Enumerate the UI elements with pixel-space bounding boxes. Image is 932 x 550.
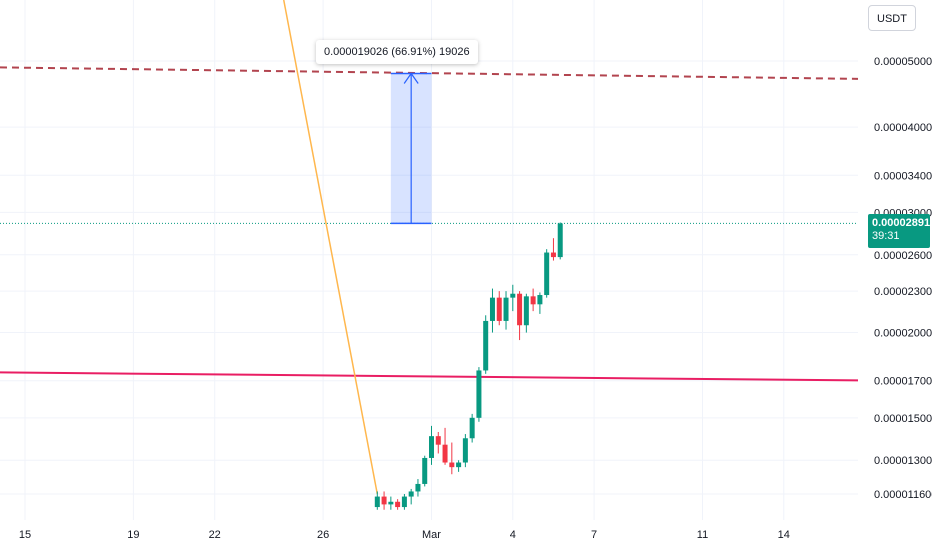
currency-selector-button[interactable]: USDT (868, 5, 916, 31)
last-price-tag: 0.000028913 39:31 (868, 214, 932, 248)
candle-body (415, 483, 421, 492)
price-tick-label: 0.000020000 (874, 328, 932, 340)
time-tick-label: 19 (127, 529, 139, 541)
candle-body (429, 436, 434, 458)
candle-body (381, 496, 387, 505)
drawings-layer (0, 0, 859, 495)
candle-body (523, 296, 529, 326)
time-tick-label: 4 (510, 529, 516, 541)
price-tick-label: 0.000013000 (874, 455, 932, 467)
candle-body (530, 296, 536, 305)
support-line (0, 371, 859, 382)
price-tick-label: 0.000011600 (874, 489, 932, 501)
time-tick-label: 11 (697, 529, 708, 541)
currency-label: USDT (877, 13, 907, 25)
candle-body (401, 496, 407, 508)
candle-body (550, 252, 556, 258)
candle-body (395, 501, 401, 508)
candle-body (435, 436, 441, 445)
candle-body (517, 293, 523, 326)
price-tick-label: 0.000023000 (874, 286, 932, 298)
time-tick-label: Mar (422, 529, 441, 541)
candles-layer (374, 222, 563, 510)
grid-lines (0, 0, 858, 520)
candle-body (544, 252, 550, 296)
measure-arrow-head (403, 72, 419, 84)
candle-body (422, 457, 428, 484)
candle-body (503, 297, 509, 321)
time-tick-label: 22 (209, 529, 221, 541)
candle-body (469, 417, 475, 439)
trend-line (282, 0, 379, 495)
price-tick-label: 0.000040000 (874, 122, 932, 134)
time-tick-label: 7 (591, 529, 597, 541)
candle-body (449, 462, 455, 468)
candle-body (442, 444, 448, 463)
measure-tooltip: 0.000019026 (66.91%) 19026 (316, 40, 478, 64)
bar-countdown: 39:31 (872, 230, 900, 242)
candle-body (462, 438, 468, 463)
candle-body (489, 297, 495, 321)
candle-body (408, 491, 414, 497)
candle-body (537, 295, 543, 305)
candle-body (483, 320, 489, 371)
candle-body (510, 293, 516, 298)
time-axis[interactable]: 15 19 22 26 Mar 4 7 11 14 (19, 529, 790, 541)
last-price-value: 0.000028913 (872, 217, 932, 229)
price-axis[interactable]: 0.0000500000.0000400000.0000340000.00003… (874, 56, 932, 501)
price-tick-label: 0.000017000 (874, 376, 932, 388)
candle-body (374, 496, 380, 508)
candle-body (557, 223, 563, 258)
price-tick-label: 0.000026000 (874, 250, 932, 262)
price-tick-label: 0.000034000 (874, 170, 932, 182)
candle-body (476, 370, 482, 418)
candle-body (496, 297, 502, 321)
time-tick-label: 15 (19, 529, 31, 541)
price-tick-label: 0.000015000 (874, 413, 932, 425)
time-tick-label: 26 (317, 529, 329, 541)
time-tick-label: 14 (778, 529, 790, 541)
candle-body (388, 501, 394, 505)
price-tick-label: 0.000050000 (874, 56, 932, 68)
candle-body (456, 462, 462, 468)
measure-label-text: 0.000019026 (66.91%) 19026 (324, 46, 470, 58)
